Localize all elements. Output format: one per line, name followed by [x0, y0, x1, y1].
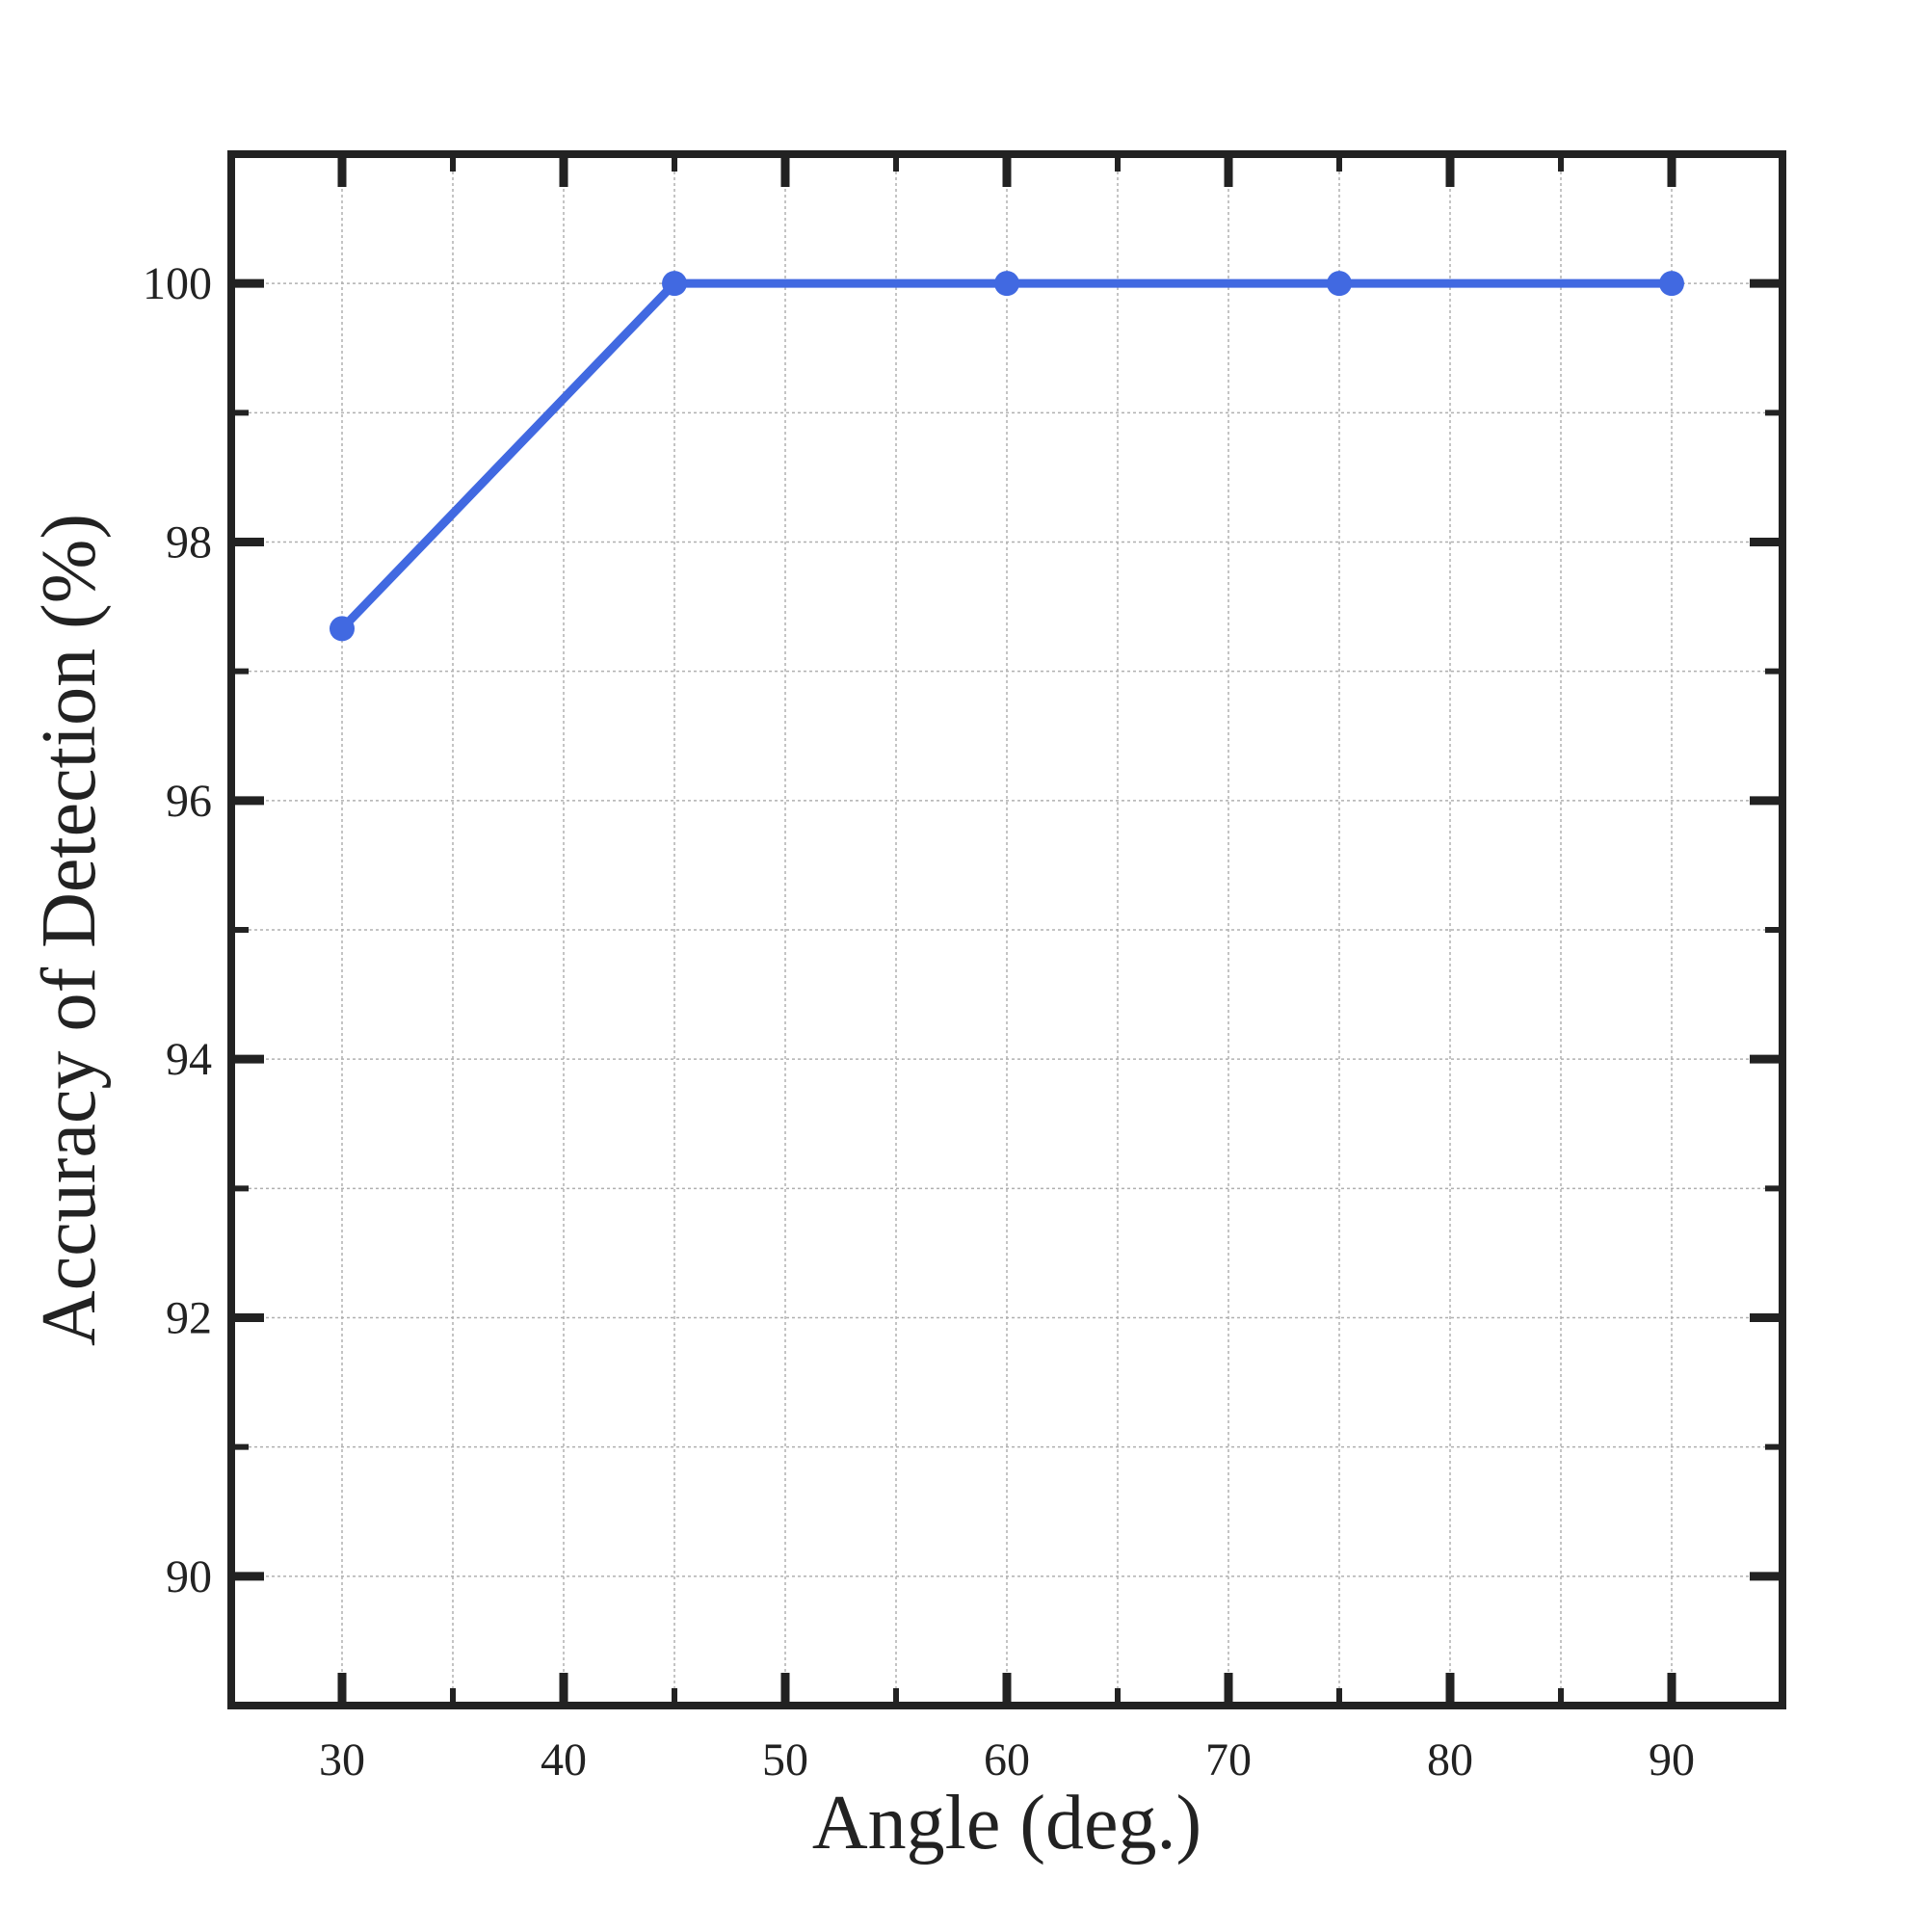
grid — [231, 154, 1782, 1706]
y-tick-label: 96 — [166, 776, 212, 827]
data-point — [994, 271, 1019, 297]
data-point — [330, 616, 355, 642]
y-tick-label: 94 — [166, 1034, 212, 1085]
y-tick-label: 100 — [143, 258, 212, 309]
x-tick-label: 60 — [984, 1734, 1030, 1786]
axis-ticks — [231, 154, 1782, 1706]
y-axis-title: Accuracy of Detection (%) — [27, 514, 112, 1346]
x-tick-label: 90 — [1649, 1734, 1695, 1786]
data-point — [662, 271, 687, 297]
y-tick-label: 90 — [166, 1551, 212, 1602]
data-point — [1327, 271, 1352, 297]
data-point — [1659, 271, 1684, 297]
plot-frame — [227, 150, 1786, 1709]
x-tick-label: 50 — [762, 1734, 808, 1786]
x-tick-label: 30 — [319, 1734, 365, 1786]
x-tick-label: 80 — [1427, 1734, 1473, 1786]
series — [330, 271, 1684, 642]
x-axis-title: Angle (deg.) — [812, 1781, 1201, 1866]
x-tick-label: 70 — [1205, 1734, 1252, 1786]
y-tick-label: 92 — [166, 1293, 212, 1344]
y-tick-label: 98 — [166, 517, 212, 569]
tick-labels: 30 40 50 60 70 80 90 90 92 94 96 98 100 — [143, 258, 1695, 1786]
x-tick-label: 40 — [541, 1734, 587, 1786]
